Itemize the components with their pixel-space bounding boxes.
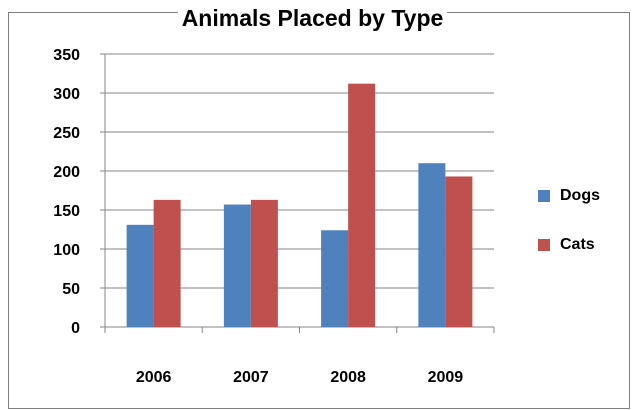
y-tick-label: 50 [62, 281, 80, 298]
chart-title: Animals Placed by Type [177, 5, 448, 31]
y-tick-label: 350 [53, 47, 80, 64]
y-tick-label: 200 [53, 164, 80, 181]
y-tick-label: 100 [53, 242, 80, 259]
y-tick-labels: 0 50 100 150 200 250 300 350 [53, 47, 80, 337]
legend-swatch-dogs [538, 190, 550, 202]
x-tick-labels: 2006 2007 2008 2009 [136, 369, 463, 386]
x-tick-label: 2008 [330, 369, 366, 386]
y-tick-label: 300 [53, 86, 80, 103]
legend-item-dogs: Dogs [538, 185, 628, 207]
y-tick-label: 250 [53, 125, 80, 142]
x-tick-label: 2007 [233, 369, 269, 386]
bar-dogs-2007 [223, 204, 251, 327]
bar-dogs-2008 [321, 230, 349, 327]
x-tick-label: 2006 [136, 369, 172, 386]
bar-dogs-2009 [418, 163, 446, 327]
bar-cats-2007 [250, 199, 278, 327]
chart-title-container: Animals Placed by Type [0, 4, 631, 32]
legend-item-cats: Cats [538, 234, 628, 256]
bar-cats-2006 [153, 199, 181, 327]
bar-cats-2008 [348, 83, 376, 327]
bar-dogs-2006 [126, 224, 154, 327]
x-tick-label: 2009 [428, 369, 464, 386]
legend-label-cats: Cats [560, 236, 595, 253]
bars [126, 83, 473, 327]
y-tick-label: 150 [53, 203, 80, 220]
legend-swatch-cats [538, 239, 550, 251]
legend-label-dogs: Dogs [560, 187, 600, 204]
y-tick-label: 0 [71, 320, 80, 337]
legend: Dogs Cats [538, 185, 628, 283]
bar-cats-2009 [445, 176, 473, 327]
